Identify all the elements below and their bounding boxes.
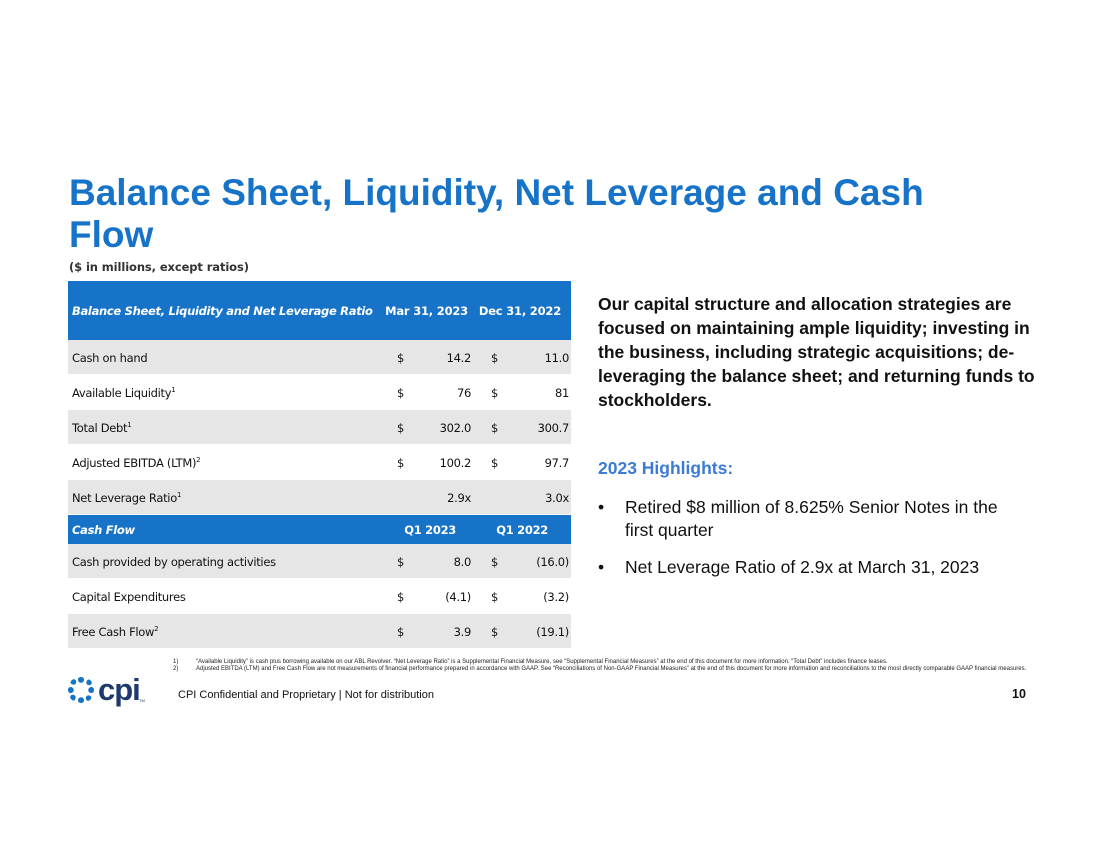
bullet-dot: •	[598, 557, 605, 577]
cash-flow-label: Cash Flow	[72, 523, 135, 537]
currency-symbol: $	[491, 625, 499, 639]
highlights-title: 2023 Highlights:	[598, 458, 734, 478]
row-label-text: Cash provided by operating activities	[72, 555, 276, 569]
value-current: 3.9	[453, 625, 472, 639]
currency-symbol: $	[397, 386, 405, 400]
value-prior: 97.7	[544, 456, 570, 470]
row-label: Cash provided by operating activities	[72, 555, 276, 569]
table-row: Cash provided by operating activities $8.…	[68, 544, 571, 579]
header-col-mar-2023: Mar 31, 2023	[385, 304, 468, 318]
table-row: Capital Expenditures $ (4.1) $ (3.2)	[68, 579, 571, 614]
currency-symbol: $	[397, 590, 405, 604]
row-label-text: Net Leverage Ratio	[72, 491, 177, 505]
cpi-logo-text: cpi	[98, 672, 141, 707]
highlight-item: • Net Leverage Ratio of 2.9x at March 31,…	[598, 556, 1028, 579]
currency-symbol: $	[491, 421, 499, 435]
footnote-ref: 2	[196, 456, 201, 465]
table-row: Free Cash Flow2 $3.9 $ (19.1)	[68, 614, 571, 649]
cash-flow-rows: Cash provided by operating activities $8.…	[68, 544, 571, 649]
table-row: Cash on hand $14.2 $11.0	[68, 340, 571, 375]
confidentiality-notice: CPI Confidential and Proprietary | Not f…	[178, 689, 434, 701]
row-label-text: Free Cash Flow	[72, 625, 155, 639]
row-label-text: Adjusted EBITDA (LTM)	[72, 456, 197, 470]
table-row: Adjusted EBITDA (LTM)2 $100.2 $97.7	[68, 445, 571, 480]
financial-table: Balance Sheet, Liquidity and Net Leverag…	[68, 281, 571, 649]
footnote-number: 2)	[173, 666, 179, 672]
footnote-ref: 2	[154, 625, 159, 634]
row-label: Capital Expenditures	[72, 590, 186, 604]
row-label-text: Total Debt	[72, 421, 128, 435]
currency-symbol: $	[491, 456, 499, 470]
cpi-logo-trademark: TM	[139, 698, 145, 703]
row-label: Adjusted EBITDA (LTM)2	[72, 456, 201, 470]
footnote-text: Adjusted EBITDA (LTM) and Free Cash Flow…	[196, 666, 1027, 672]
footnote-item: 1) “Available Liquidity” is cash plus bor…	[173, 659, 1033, 666]
table-row: Total Debt1 $302.0 $300.7	[68, 410, 571, 445]
value-prior: 3.0x	[545, 491, 569, 505]
footnote-ref: 1	[127, 421, 132, 430]
currency-symbol: $	[397, 625, 405, 639]
footnote-item: 2) Adjusted EBITDA (LTM) and Free Cash Fl…	[173, 666, 1033, 673]
table-row: Available Liquidity1 $76 $81	[68, 375, 571, 410]
value-current: (4.1)	[445, 590, 471, 604]
value-prior: (19.1)	[536, 625, 569, 639]
cpi-logo: cpi TM	[66, 672, 146, 708]
row-label-text: Cash on hand	[72, 351, 148, 365]
header-col-dec-2022: Dec 31, 2022	[478, 304, 561, 318]
capital-strategy-statement: Our capital structure and allocation str…	[598, 294, 1035, 410]
value-current: 8.0	[453, 555, 472, 569]
footnote-number: 1)	[173, 659, 179, 665]
currency-symbol: $	[491, 555, 499, 569]
balance-sheet-rows: Cash on hand $14.2 $11.0 Available Liquidit…	[68, 340, 571, 515]
value-current: 100.2	[439, 456, 472, 470]
footnote-ref: 1	[176, 491, 182, 500]
value-prior: 81	[554, 386, 569, 400]
table-row: Net Leverage Ratio1 2.9x 3.0x	[68, 480, 571, 515]
row-label: Free Cash Flow2	[72, 625, 159, 639]
highlight-text: Net Leverage Ratio of 2.9x at March 31, …	[625, 557, 980, 577]
highlight-text: Retired $8 million of 8.625% Senior Note…	[625, 497, 998, 540]
value-current: 14.2	[446, 351, 472, 365]
bullet-dot: •	[598, 497, 605, 517]
value-prior: 300.7	[537, 421, 570, 435]
cpi-logo-mark-icon	[68, 677, 94, 703]
footnote-text: “Available Liquidity” is cash plus borro…	[196, 659, 888, 665]
currency-symbol: $	[397, 421, 405, 435]
row-label: Available Liquidity1	[72, 386, 176, 400]
header-label: Balance Sheet, Liquidity and Net Leverag…	[72, 304, 373, 318]
currency-symbol: $	[491, 590, 499, 604]
header-col-q1-2023: Q1 2023	[404, 523, 456, 537]
currency-symbol: $	[397, 351, 405, 365]
table-header: Balance Sheet, Liquidity and Net Leverag…	[68, 281, 571, 340]
row-label: Net Leverage Ratio1	[72, 491, 181, 505]
value-prior: 11.0	[544, 351, 570, 365]
value-current: 76	[456, 386, 471, 400]
value-prior: (3.2)	[543, 590, 569, 604]
value-current: 2.9x	[447, 491, 471, 505]
value-prior: (16.0)	[536, 555, 569, 569]
page-title: Balance Sheet, Liquidity, Net Leverage a…	[69, 172, 924, 255]
highlight-item: • Retired $8 million of 8.625% Senior Not…	[598, 496, 1028, 542]
row-label-text: Available Liquidity	[72, 386, 172, 400]
highlights-list: • Retired $8 million of 8.625% Senior Not…	[598, 496, 1028, 593]
currency-symbol: $	[397, 555, 405, 569]
currency-symbol: $	[491, 386, 499, 400]
row-label: Cash on hand	[72, 351, 148, 365]
currency-symbol: $	[397, 456, 405, 470]
row-label-text: Capital Expenditures	[72, 590, 186, 604]
value-current: 302.0	[439, 421, 472, 435]
cash-flow-header: Cash Flow Q1 2023 Q1 2022	[68, 515, 571, 544]
footnotes: 1) “Available Liquidity” is cash plus bor…	[173, 659, 1033, 673]
currency-symbol: $	[491, 351, 499, 365]
page-number: 10	[1012, 687, 1026, 701]
footnote-ref: 1	[171, 386, 176, 395]
header-col-q1-2022: Q1 2022	[496, 523, 548, 537]
units-note: ($ in millions, except ratios)	[69, 260, 249, 274]
row-label: Total Debt1	[72, 421, 132, 435]
